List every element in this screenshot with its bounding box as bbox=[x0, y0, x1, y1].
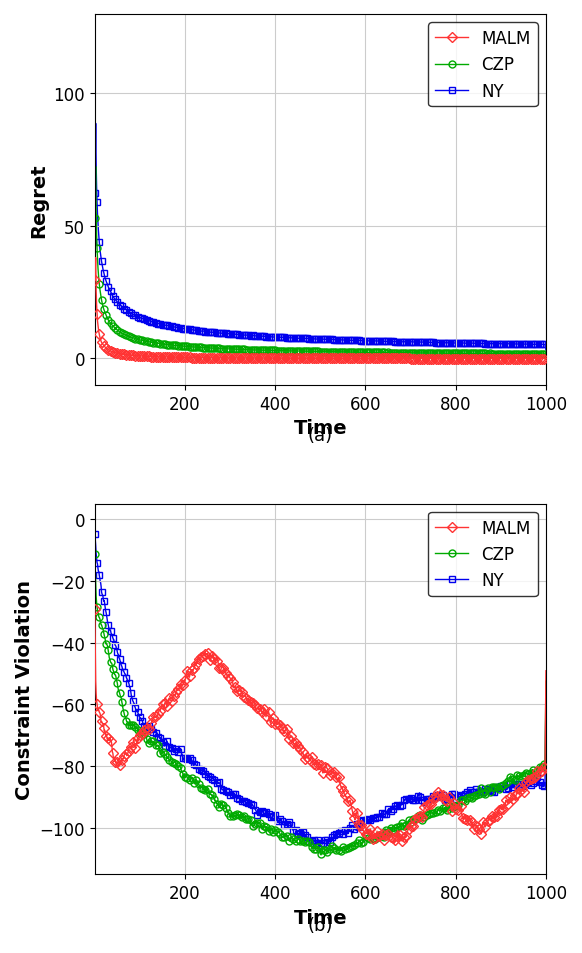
Y-axis label: Regret: Regret bbox=[29, 163, 48, 237]
NY bbox=[91, 529, 98, 540]
CZP bbox=[290, 834, 297, 845]
MALM bbox=[91, 275, 98, 287]
MALM bbox=[402, 354, 409, 365]
CZP bbox=[452, 348, 459, 359]
CZP bbox=[443, 804, 450, 816]
CZP bbox=[402, 821, 409, 833]
MALM bbox=[290, 737, 297, 748]
NY bbox=[542, 345, 549, 356]
MALM bbox=[137, 727, 144, 739]
NY bbox=[274, 332, 281, 343]
MALM bbox=[274, 354, 281, 365]
NY bbox=[402, 795, 409, 806]
Line: CZP: CZP bbox=[91, 164, 549, 360]
CZP bbox=[290, 346, 297, 357]
NY bbox=[91, 189, 98, 200]
NY bbox=[319, 839, 326, 850]
NY bbox=[452, 791, 459, 802]
CZP bbox=[542, 351, 549, 362]
Legend: MALM, CZP, NY: MALM, CZP, NY bbox=[428, 23, 538, 108]
MALM bbox=[274, 719, 281, 730]
Line: MALM: MALM bbox=[91, 606, 549, 846]
CZP bbox=[452, 801, 459, 812]
MALM bbox=[532, 354, 539, 365]
CZP bbox=[91, 213, 98, 224]
X-axis label: Time: Time bbox=[293, 907, 347, 926]
NY bbox=[452, 338, 459, 350]
CZP bbox=[91, 548, 98, 559]
Legend: MALM, CZP, NY: MALM, CZP, NY bbox=[428, 513, 538, 597]
NY bbox=[443, 794, 450, 805]
MALM bbox=[92, 253, 99, 264]
MALM bbox=[452, 798, 459, 809]
CZP bbox=[92, 162, 99, 173]
MALM bbox=[138, 351, 145, 362]
NY bbox=[542, 689, 549, 700]
NY bbox=[443, 337, 450, 349]
Text: (b): (b) bbox=[308, 916, 333, 934]
NY bbox=[274, 815, 281, 826]
Line: MALM: MALM bbox=[91, 255, 549, 363]
Line: NY: NY bbox=[91, 121, 549, 355]
NY bbox=[402, 336, 409, 348]
NY bbox=[290, 333, 297, 344]
CZP bbox=[274, 345, 281, 356]
CZP bbox=[138, 335, 145, 347]
MALM bbox=[290, 354, 297, 365]
Y-axis label: Constraint Violation: Constraint Violation bbox=[15, 579, 34, 800]
NY bbox=[92, 118, 99, 130]
NY bbox=[290, 825, 297, 837]
MALM bbox=[443, 796, 450, 807]
Line: NY: NY bbox=[91, 531, 549, 847]
NY bbox=[138, 313, 145, 324]
MALM bbox=[542, 354, 549, 365]
MALM bbox=[443, 354, 450, 365]
MALM bbox=[91, 604, 98, 616]
CZP bbox=[318, 849, 325, 861]
NY bbox=[137, 713, 144, 724]
CZP bbox=[274, 825, 281, 837]
CZP bbox=[402, 348, 409, 359]
CZP bbox=[542, 676, 549, 687]
CZP bbox=[443, 348, 450, 359]
MALM bbox=[402, 831, 409, 842]
MALM bbox=[542, 665, 549, 677]
MALM bbox=[391, 838, 398, 849]
MALM bbox=[452, 354, 459, 365]
Line: CZP: CZP bbox=[91, 551, 549, 859]
CZP bbox=[137, 727, 144, 739]
Text: (a): (a) bbox=[308, 427, 333, 445]
X-axis label: Time: Time bbox=[293, 418, 347, 437]
